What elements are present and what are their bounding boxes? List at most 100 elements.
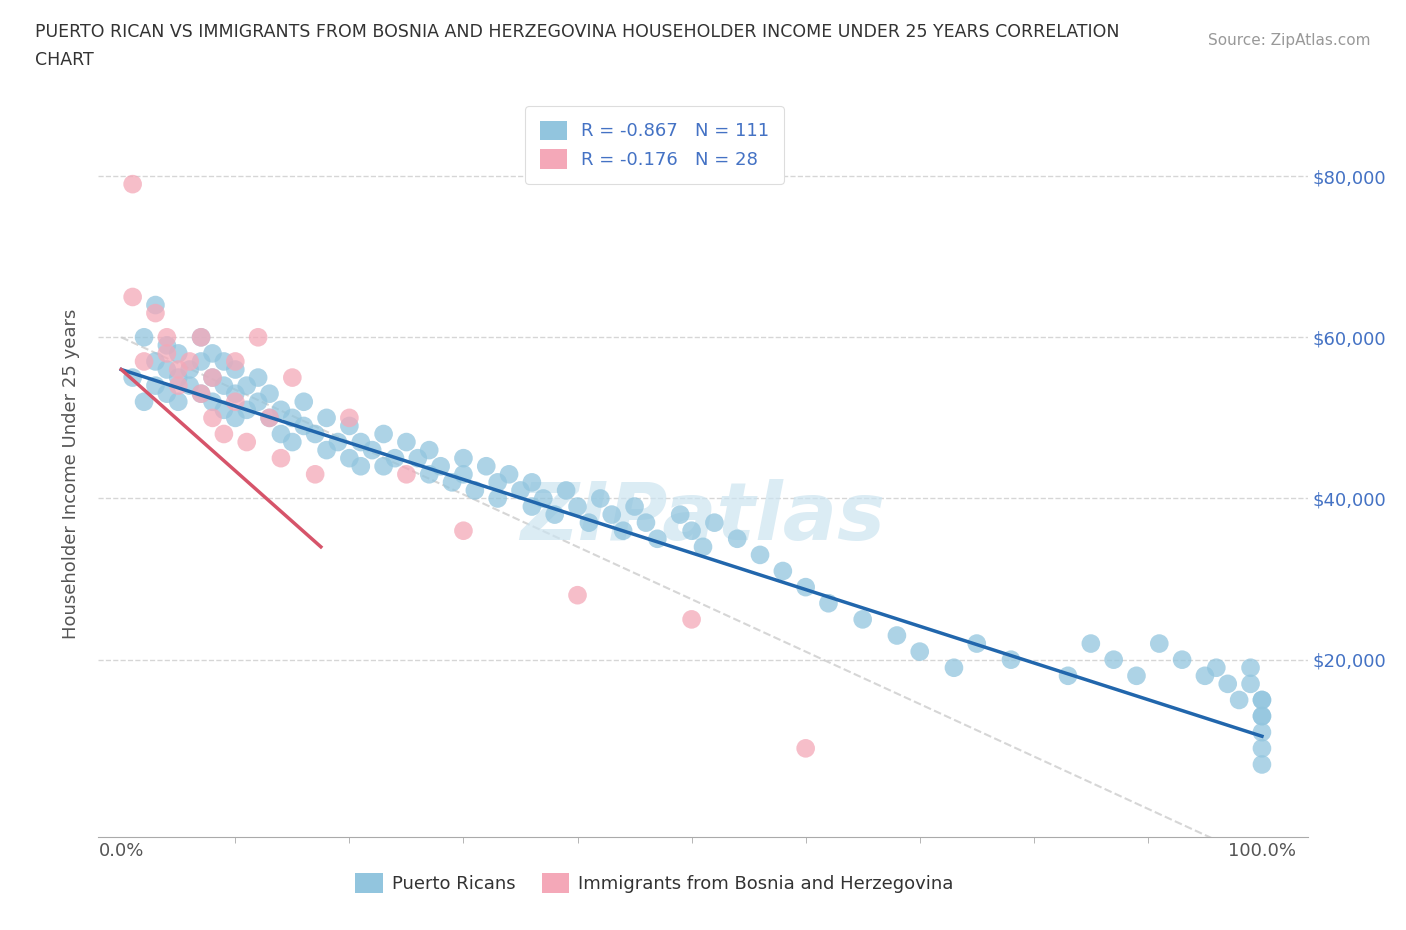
Point bbox=[509, 483, 531, 498]
Point bbox=[1057, 669, 1080, 684]
Point bbox=[1000, 652, 1022, 667]
Point bbox=[270, 427, 292, 442]
Point bbox=[1239, 676, 1261, 691]
Point bbox=[259, 410, 281, 425]
Point bbox=[623, 499, 645, 514]
Point bbox=[1251, 693, 1274, 708]
Point bbox=[190, 330, 212, 345]
Point bbox=[292, 418, 315, 433]
Point bbox=[167, 346, 190, 361]
Point bbox=[259, 386, 281, 401]
Point bbox=[212, 354, 235, 369]
Point bbox=[212, 427, 235, 442]
Point bbox=[350, 434, 373, 449]
Point bbox=[121, 370, 143, 385]
Point bbox=[315, 443, 337, 458]
Point bbox=[749, 548, 772, 563]
Point bbox=[156, 346, 179, 361]
Point bbox=[703, 515, 725, 530]
Point bbox=[304, 467, 326, 482]
Point bbox=[337, 418, 360, 433]
Point bbox=[1102, 652, 1125, 667]
Point bbox=[167, 379, 190, 393]
Point bbox=[395, 467, 418, 482]
Point bbox=[281, 370, 304, 385]
Point bbox=[475, 458, 498, 473]
Point bbox=[224, 386, 246, 401]
Point bbox=[145, 379, 167, 393]
Point bbox=[1251, 709, 1274, 724]
Point bbox=[132, 354, 155, 369]
Point bbox=[681, 612, 703, 627]
Point bbox=[634, 515, 657, 530]
Point bbox=[337, 451, 360, 466]
Point bbox=[259, 410, 281, 425]
Point bbox=[669, 507, 692, 522]
Point bbox=[852, 612, 875, 627]
Point bbox=[600, 507, 623, 522]
Point bbox=[281, 434, 304, 449]
Point bbox=[966, 636, 988, 651]
Point bbox=[567, 588, 589, 603]
Text: Source: ZipAtlas.com: Source: ZipAtlas.com bbox=[1208, 33, 1371, 47]
Point bbox=[304, 427, 326, 442]
Point bbox=[1149, 636, 1171, 651]
Point bbox=[156, 386, 179, 401]
Text: PUERTO RICAN VS IMMIGRANTS FROM BOSNIA AND HERZEGOVINA HOUSEHOLDER INCOME UNDER : PUERTO RICAN VS IMMIGRANTS FROM BOSNIA A… bbox=[35, 23, 1119, 41]
Point bbox=[167, 370, 190, 385]
Point bbox=[908, 644, 931, 659]
Point bbox=[1216, 676, 1239, 691]
Point bbox=[224, 362, 246, 377]
Point bbox=[361, 443, 384, 458]
Point bbox=[337, 410, 360, 425]
Point bbox=[395, 434, 418, 449]
Text: ZIPatlas: ZIPatlas bbox=[520, 479, 886, 557]
Point bbox=[520, 475, 543, 490]
Point bbox=[190, 354, 212, 369]
Point bbox=[145, 354, 167, 369]
Point bbox=[1251, 757, 1274, 772]
Point bbox=[167, 362, 190, 377]
Point bbox=[531, 491, 554, 506]
Point bbox=[247, 370, 270, 385]
Point bbox=[373, 458, 395, 473]
Point bbox=[235, 434, 257, 449]
Point bbox=[1239, 660, 1261, 675]
Point bbox=[1080, 636, 1102, 651]
Point bbox=[247, 394, 270, 409]
Point bbox=[121, 177, 143, 192]
Point bbox=[725, 531, 748, 546]
Point bbox=[270, 451, 292, 466]
Point bbox=[315, 410, 337, 425]
Point bbox=[589, 491, 612, 506]
Point bbox=[612, 524, 634, 538]
Legend: Puerto Ricans, Immigrants from Bosnia and Herzegovina: Puerto Ricans, Immigrants from Bosnia an… bbox=[349, 866, 962, 900]
Point bbox=[555, 483, 578, 498]
Point bbox=[201, 394, 224, 409]
Point bbox=[453, 451, 475, 466]
Point bbox=[1125, 669, 1147, 684]
Point bbox=[681, 524, 703, 538]
Point bbox=[247, 330, 270, 345]
Point bbox=[145, 306, 167, 321]
Point bbox=[201, 370, 224, 385]
Point bbox=[350, 458, 373, 473]
Point bbox=[190, 386, 212, 401]
Point bbox=[224, 394, 246, 409]
Point bbox=[212, 403, 235, 418]
Point bbox=[201, 370, 224, 385]
Point bbox=[121, 289, 143, 304]
Point bbox=[886, 628, 908, 643]
Point bbox=[406, 451, 429, 466]
Point bbox=[647, 531, 669, 546]
Point bbox=[190, 386, 212, 401]
Point bbox=[156, 362, 179, 377]
Point bbox=[794, 579, 817, 594]
Point bbox=[486, 475, 509, 490]
Point bbox=[292, 394, 315, 409]
Point bbox=[498, 467, 520, 482]
Point bbox=[429, 458, 451, 473]
Point bbox=[281, 410, 304, 425]
Point bbox=[179, 362, 201, 377]
Point bbox=[235, 379, 257, 393]
